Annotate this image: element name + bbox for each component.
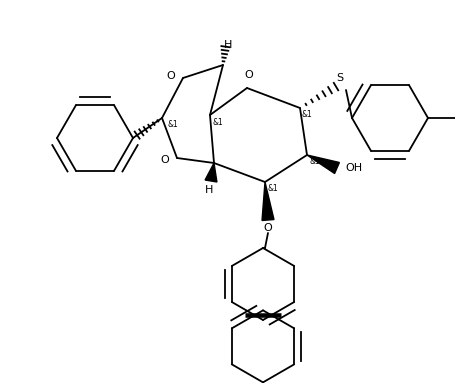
Text: O: O bbox=[160, 155, 169, 165]
Text: &1: &1 bbox=[302, 110, 313, 119]
Polygon shape bbox=[262, 182, 274, 221]
Text: O: O bbox=[263, 223, 273, 233]
Text: &1: &1 bbox=[212, 118, 223, 127]
Text: OH: OH bbox=[345, 163, 362, 173]
Text: O: O bbox=[166, 71, 175, 81]
Text: S: S bbox=[336, 73, 344, 83]
Text: &1: &1 bbox=[167, 120, 178, 129]
Text: O: O bbox=[245, 70, 253, 80]
Polygon shape bbox=[307, 155, 339, 173]
Text: H: H bbox=[205, 185, 213, 195]
Text: H: H bbox=[224, 40, 232, 50]
Polygon shape bbox=[205, 163, 217, 182]
Text: &1: &1 bbox=[267, 184, 278, 193]
Text: &1: &1 bbox=[309, 157, 320, 166]
